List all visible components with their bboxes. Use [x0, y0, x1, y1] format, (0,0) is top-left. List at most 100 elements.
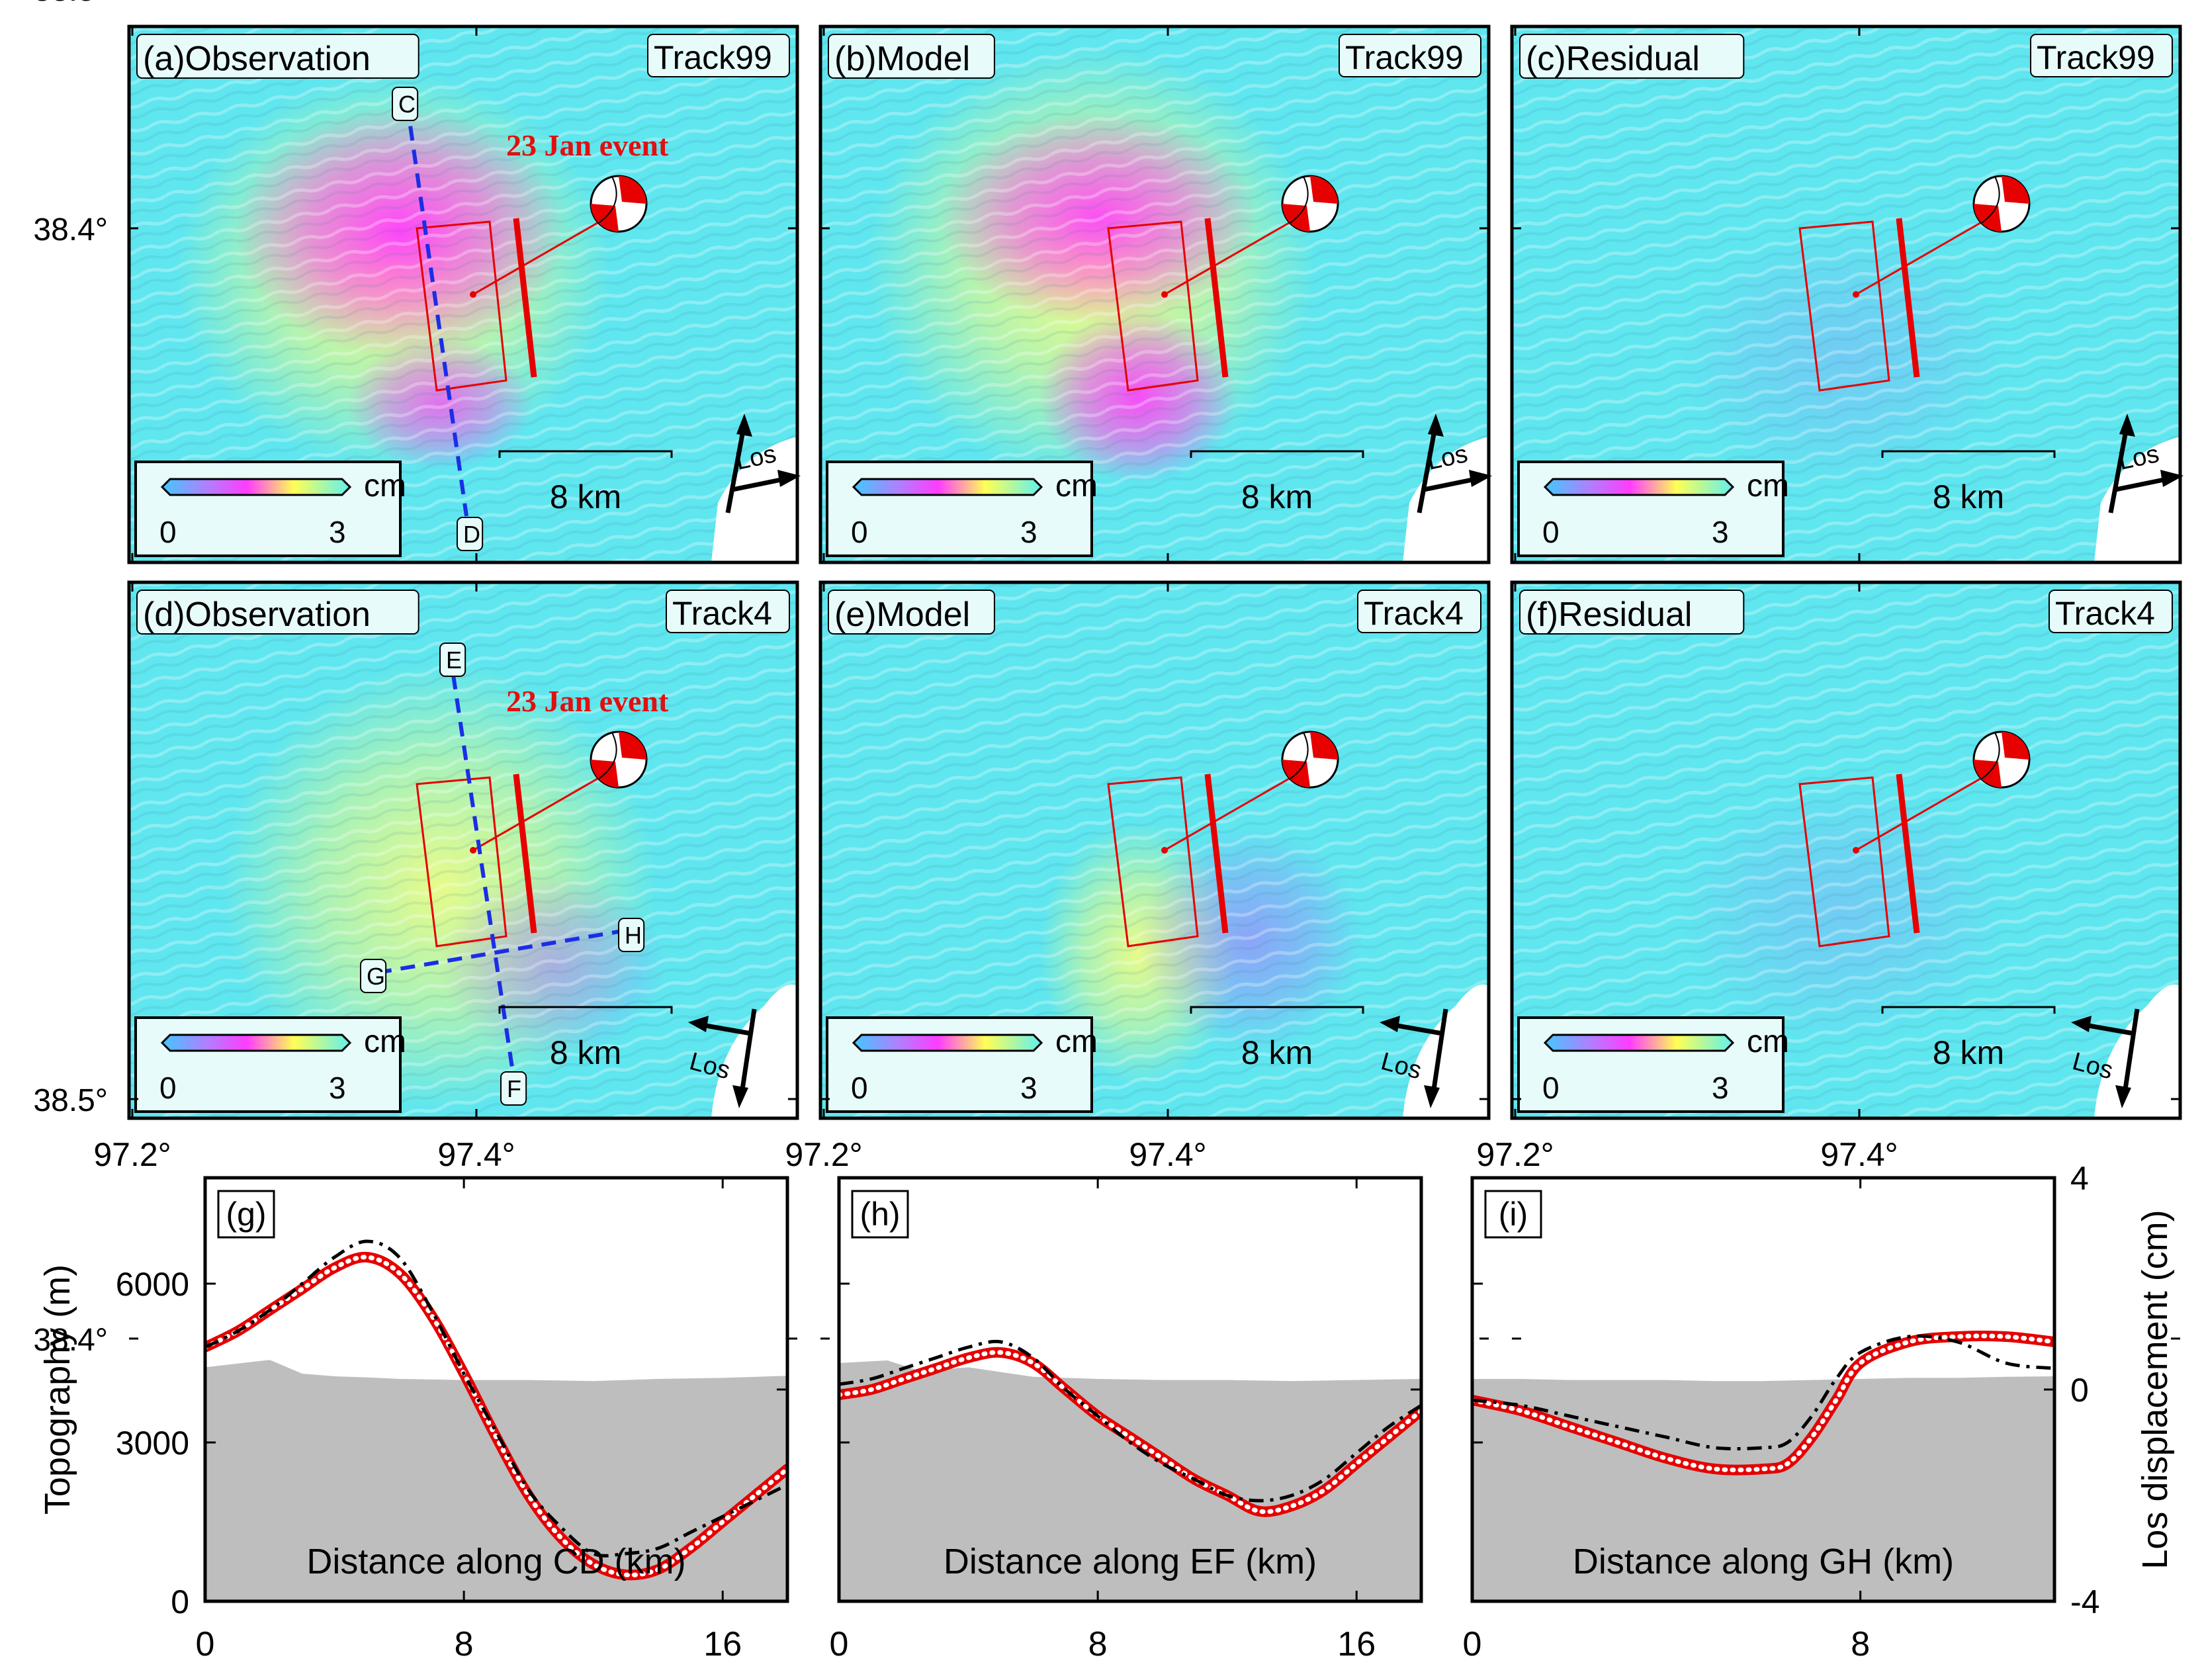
- colorbar-min: 0: [1542, 1071, 1560, 1105]
- panel-label-box: [136, 34, 419, 79]
- x-tick-label: 8: [1851, 1625, 1870, 1663]
- colorbar-box: [134, 1016, 402, 1113]
- colorbar-box: [826, 461, 1093, 557]
- profile-point-d-box: [457, 517, 484, 551]
- scale-bar: [498, 450, 673, 458]
- profile-point-d: D: [463, 521, 480, 548]
- colorbar-ramp: [160, 478, 352, 496]
- lon-tick-label: 97.2°: [93, 1136, 171, 1173]
- x-tick-label: 16: [703, 1625, 742, 1663]
- lon-tick-label: 97.4°: [437, 1136, 515, 1173]
- topography-area: [839, 1360, 1421, 1601]
- no-data-area: [711, 437, 797, 562]
- panel-label-box: [828, 34, 995, 79]
- no-data-area: [2094, 985, 2180, 1118]
- right-tick-label: -4: [2070, 1583, 2099, 1620]
- profile-panel-h: (h) Distance along EF (km) 0 8 16: [830, 1176, 1423, 1663]
- colorbar-unit: cm: [1747, 468, 1789, 504]
- colorbar-unit: cm: [1747, 1024, 1789, 1059]
- map-frame: [818, 580, 1491, 1120]
- colorbar-min: 0: [159, 515, 177, 549]
- profile-label-box: [217, 1190, 275, 1239]
- heading-arrow: [1417, 423, 1438, 513]
- x-tick-label: 16: [1337, 1625, 1376, 1663]
- track-label-box: [1339, 34, 1481, 77]
- colorbar: cm 0 3: [134, 461, 406, 557]
- los-arrows: Los: [1417, 414, 1492, 513]
- colorbar-box: [1517, 1016, 1785, 1113]
- model-profile-markers: [1472, 1333, 2054, 1473]
- colorbar-unit: cm: [1055, 468, 1098, 504]
- colorbar-ramp: [852, 478, 1043, 496]
- panel-label-box: [828, 590, 995, 635]
- heading-arrow: [1430, 1008, 1448, 1099]
- track-label: Track4: [1364, 595, 1464, 632]
- focal-mechanism: [1281, 730, 1339, 789]
- fault-trace: [513, 774, 537, 934]
- colorbar: cm 0 3: [826, 1016, 1098, 1113]
- colorbar-box: [1517, 461, 1785, 557]
- fault-trace: [1204, 774, 1229, 934]
- scale-bar: [1881, 1006, 2056, 1014]
- panel-label: (f)Residual: [1526, 596, 1692, 634]
- colorbar-max: 3: [329, 1071, 346, 1105]
- colorbar-min: 0: [851, 515, 868, 549]
- colorbar-unit: cm: [364, 468, 406, 504]
- profile-line-gh: [376, 930, 619, 975]
- colorbar-max: 3: [1020, 1071, 1037, 1105]
- lon-tick-label: 97.2°: [785, 1136, 862, 1173]
- track-label-box: [666, 590, 790, 633]
- leader-line: [472, 217, 606, 296]
- profile-point-e: E: [446, 646, 462, 674]
- map-frame: [127, 24, 799, 564]
- colorbar-ramp: [1543, 1034, 1735, 1052]
- topography-area: [1472, 1376, 2054, 1601]
- fault-plane-outline: [1107, 776, 1199, 948]
- colorbar-min: 0: [851, 1071, 868, 1105]
- track-label-box: [647, 34, 790, 77]
- colorbar: cm 0 3: [1517, 1016, 1789, 1113]
- profile-line-ef: [451, 674, 515, 1073]
- fault-trace: [513, 218, 537, 378]
- map-frame: [1510, 580, 2182, 1120]
- x-tick-label: 0: [1463, 1625, 1482, 1663]
- fault-trace: [1896, 218, 1920, 378]
- colorbar-unit: cm: [1055, 1024, 1098, 1059]
- scale-bar-label: 8 km: [1241, 478, 1313, 515]
- colorbar-max: 3: [1712, 1071, 1729, 1105]
- panel-label: (c)Residual: [1526, 40, 1700, 78]
- right-tick-label: 4: [2070, 1160, 2089, 1197]
- colorbar-max: 3: [329, 515, 346, 549]
- colorbar-min: 0: [1542, 515, 1560, 549]
- los-arrows: Los: [725, 414, 801, 513]
- fault-plane-outline: [1798, 776, 1890, 948]
- no-data-area: [1403, 985, 1489, 1118]
- map-frame: [818, 24, 1491, 564]
- colorbar: cm 0 3: [134, 1016, 406, 1113]
- colorbar-max: 3: [1712, 515, 1729, 549]
- track-label-box: [1357, 590, 1481, 633]
- map-frame: [1510, 24, 2182, 564]
- colorbar-ramp: [1543, 478, 1735, 496]
- fault-trace: [1204, 218, 1229, 378]
- panel-label: (e)Model: [834, 596, 970, 634]
- profile-point-e-box: [439, 642, 466, 677]
- focal-mechanism: [1972, 175, 2031, 233]
- fault-plane-outline: [416, 776, 507, 948]
- focal-mechanism: [1972, 730, 2031, 789]
- heading-arrow: [725, 423, 747, 513]
- colorbar-ramp: [852, 1034, 1043, 1052]
- no-data-area: [711, 985, 797, 1118]
- profile-label-box: [851, 1190, 909, 1239]
- fault-plane-outline: [1798, 220, 1890, 392]
- x-tick-label: 8: [1088, 1625, 1108, 1663]
- observation-profile-line: [1472, 1334, 2054, 1451]
- lat-tick-label: 38.5°: [33, 1083, 108, 1118]
- profile-label: (h): [860, 1196, 900, 1233]
- x-tick-label: 0: [196, 1625, 215, 1663]
- track-label: Track99: [1345, 39, 1464, 76]
- event-label: 23 Jan event: [506, 128, 669, 162]
- lat-tick-label: 38.5°: [33, 0, 108, 8]
